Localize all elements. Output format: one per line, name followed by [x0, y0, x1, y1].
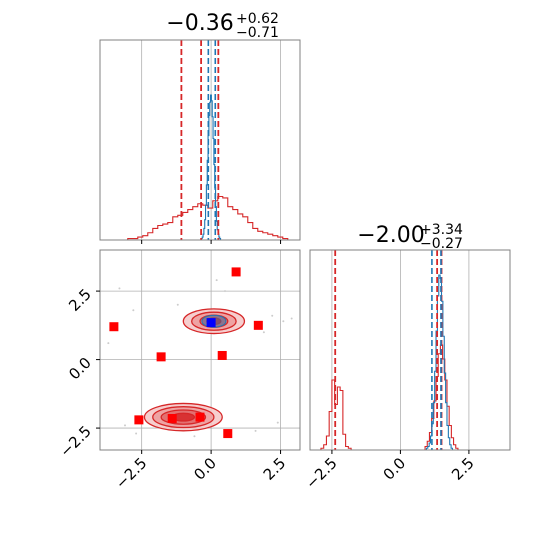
- histogram-red-0: [127, 195, 289, 240]
- joint-x-tick-label: −2.5: [112, 454, 150, 492]
- param-2-title-lower: −0.27: [420, 236, 463, 252]
- param-2-marginal-panel: −2.5 0.0 2.5: [302, 249, 511, 493]
- sample-point: [290, 317, 293, 320]
- histogram-blue-4: [425, 274, 454, 450]
- sample-point: [254, 429, 257, 432]
- param-2-axes-frame: [309, 249, 511, 451]
- param-2-x-tick-label: 0.0: [380, 454, 410, 484]
- sample-point: [271, 314, 274, 317]
- sample-point: [224, 290, 226, 293]
- sample-point: [193, 435, 196, 438]
- sample-point: [215, 279, 218, 282]
- joint-x-tick-label: 0.0: [190, 454, 220, 484]
- param-1-marginal-panel: [99, 39, 301, 244]
- param-1-axes-frame: [99, 39, 301, 241]
- histogram-blue-1: [200, 94, 222, 240]
- param-2-x-tick-label: 2.5: [448, 454, 478, 484]
- sample-point: [176, 303, 179, 306]
- red-square-marker: [156, 352, 166, 362]
- joint-axes-frame: [99, 249, 301, 451]
- red-square-marker: [223, 429, 233, 439]
- joint-y-tick-label: 2.5: [65, 285, 95, 315]
- param-1-title-upper: +0.62: [236, 11, 279, 27]
- blue-square-marker: [206, 318, 216, 328]
- red-square-marker: [217, 350, 227, 360]
- red-square-marker: [253, 320, 263, 330]
- sample-point: [107, 342, 110, 345]
- sample-point: [132, 309, 135, 312]
- joint-posterior-panel: −2.5 −2.5 0.0 0.0 2.5 2.5: [56, 249, 301, 493]
- sample-point: [124, 424, 126, 427]
- param-2-title: −2.00: [357, 223, 424, 248]
- param-2-title-upper: +3.34: [420, 222, 463, 238]
- sample-point: [282, 320, 285, 323]
- red-square-marker: [109, 322, 119, 332]
- sample-point: [135, 432, 138, 435]
- red-square-marker: [195, 412, 205, 422]
- sample-point: [262, 331, 265, 334]
- sample-point: [118, 287, 121, 290]
- joint-y-tick-label: 0.0: [65, 354, 95, 384]
- joint-x-tick-label: 2.5: [260, 454, 290, 484]
- red-square-marker: [231, 267, 241, 277]
- red-square-marker: [134, 415, 144, 425]
- param-1-title-lower: −0.71: [236, 25, 279, 41]
- param-1-title: −0.36: [166, 11, 233, 36]
- sample-point: [276, 421, 279, 424]
- red-square-marker: [167, 413, 177, 423]
- joint-y-tick-label: −2.5: [56, 422, 94, 460]
- param-2-x-tick-label: −2.5: [302, 454, 340, 492]
